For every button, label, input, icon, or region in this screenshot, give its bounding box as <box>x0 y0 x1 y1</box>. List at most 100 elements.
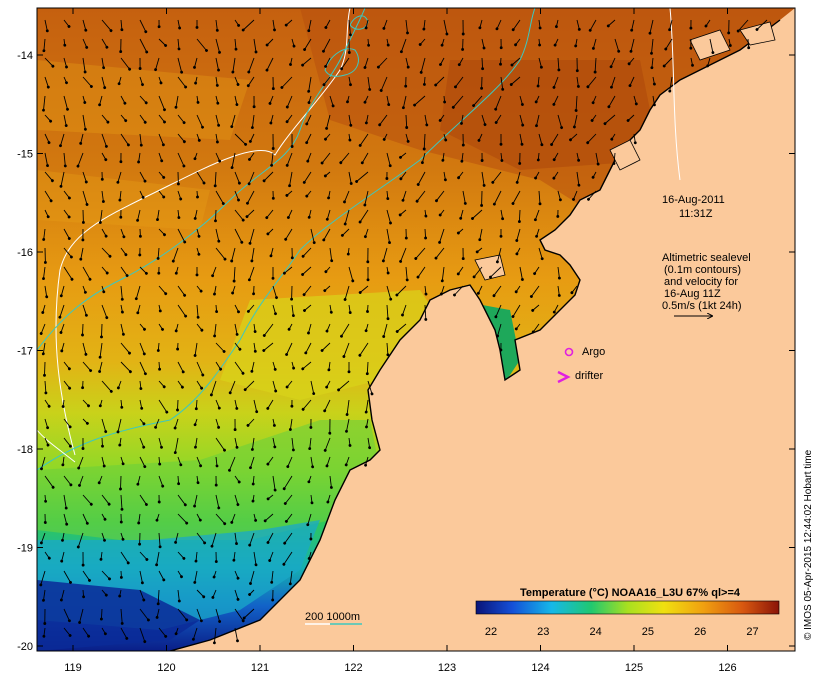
velocity-arrow <box>139 456 147 469</box>
velocity-arrow <box>139 437 146 449</box>
velocity-arrow <box>272 418 276 427</box>
velocity-arrow <box>270 152 274 167</box>
velocity-arrow <box>342 342 350 358</box>
velocity-arrow <box>339 152 350 165</box>
velocity-arrow <box>664 38 673 51</box>
velocity-arrow <box>595 152 600 166</box>
lon-tick-label: 123 <box>438 662 456 674</box>
velocity-arrow <box>728 38 732 47</box>
velocity-arrow <box>343 190 350 204</box>
velocity-arrow <box>500 76 505 91</box>
velocity-arrow <box>515 247 521 256</box>
velocity-arrow <box>101 19 113 33</box>
velocity-arrow <box>302 171 312 184</box>
velocity-arrow <box>610 133 616 141</box>
velocity-arrow <box>438 209 445 217</box>
velocity-arrow <box>158 380 166 389</box>
velocity-arrow <box>366 304 369 313</box>
velocity-arrow <box>58 304 65 319</box>
velocity-arrow <box>344 456 350 467</box>
velocity-arrow <box>61 456 65 467</box>
velocity-arrow <box>438 228 445 244</box>
velocity-arrow <box>324 266 331 274</box>
velocity-arrow <box>120 532 125 541</box>
velocity-arrow <box>552 76 559 89</box>
velocity-arrow <box>399 38 407 54</box>
velocity-arrow <box>340 57 350 71</box>
velocity-arrow <box>241 19 255 32</box>
velocity-arrow <box>209 380 217 397</box>
velocity-arrow <box>156 209 160 222</box>
velocity-arrow <box>552 304 559 314</box>
velocity-arrow <box>193 342 198 357</box>
velocity-arrow <box>401 95 407 110</box>
velocity-arrow <box>481 171 486 187</box>
velocity-arrow <box>158 437 163 449</box>
velocity-arrow <box>324 57 331 68</box>
velocity-arrow <box>117 76 122 86</box>
velocity-arrow <box>42 95 46 112</box>
velocity-arrow <box>101 38 109 49</box>
velocity-arrow <box>633 133 637 145</box>
velocity-arrow <box>557 57 561 72</box>
velocity-arrow <box>82 266 92 281</box>
sst-field <box>37 8 795 651</box>
velocity-arrow <box>457 57 464 67</box>
velocity-arrow <box>215 95 220 105</box>
velocity-arrow <box>196 456 203 468</box>
velocity-arrow <box>386 190 390 201</box>
velocity-arrow <box>171 247 179 263</box>
velocity-arrow <box>301 247 312 258</box>
velocity-arrow <box>243 380 255 392</box>
velocity-arrow <box>44 437 50 447</box>
velocity-arrow <box>101 152 108 162</box>
velocity-arrow <box>519 95 524 106</box>
velocity-arrow <box>286 209 293 219</box>
velocity-arrow <box>59 589 65 602</box>
velocity-arrow <box>348 171 353 185</box>
velocity-arrow <box>176 399 179 412</box>
velocity-arrow <box>626 114 635 122</box>
velocity-arrow <box>193 418 198 427</box>
velocity-arrow <box>492 285 502 298</box>
velocity-arrow <box>228 380 236 395</box>
velocity-arrow <box>158 627 168 638</box>
velocity-arrow <box>78 608 84 624</box>
velocity-arrow <box>364 456 369 467</box>
velocity-arrow <box>234 19 241 27</box>
velocity-arrow <box>460 152 464 163</box>
velocity-arrow <box>345 418 350 433</box>
velocity-arrow <box>253 551 258 567</box>
velocity-arrow <box>79 133 84 145</box>
velocity-arrow <box>451 95 464 109</box>
velocity-arrow <box>158 190 166 199</box>
velocity-arrow <box>63 76 68 85</box>
velocity-arrow <box>136 304 141 315</box>
velocity-arrow <box>234 190 240 202</box>
velocity-arrow <box>262 342 274 352</box>
velocity-arrow <box>289 57 293 66</box>
velocity-arrow <box>531 323 540 334</box>
velocity-arrow <box>363 190 369 207</box>
velocity-arrow <box>348 266 355 283</box>
velocity-arrow <box>193 570 198 584</box>
velocity-arrow <box>593 57 597 74</box>
velocity-arrow <box>63 513 69 526</box>
velocity-arrow <box>82 570 91 582</box>
velocity-arrow <box>120 114 128 123</box>
altimetry-line-5: 0.5m/s (1kt 24h) <box>662 300 741 312</box>
velocity-arrow <box>481 57 485 71</box>
velocity-arrow <box>609 57 616 69</box>
velocity-arrow <box>215 57 220 72</box>
velocity-arrow <box>364 399 369 414</box>
velocity-arrow <box>364 114 369 125</box>
velocity-arrow <box>249 456 255 470</box>
velocity-arrow <box>572 190 578 201</box>
velocity-arrow <box>422 19 426 31</box>
velocity-arrow <box>44 76 50 89</box>
velocity-arrow <box>272 437 277 449</box>
velocity-arrow <box>234 399 239 410</box>
velocity-arrow <box>154 57 160 72</box>
velocity-arrow <box>514 285 521 294</box>
velocity-arrow <box>343 285 350 301</box>
